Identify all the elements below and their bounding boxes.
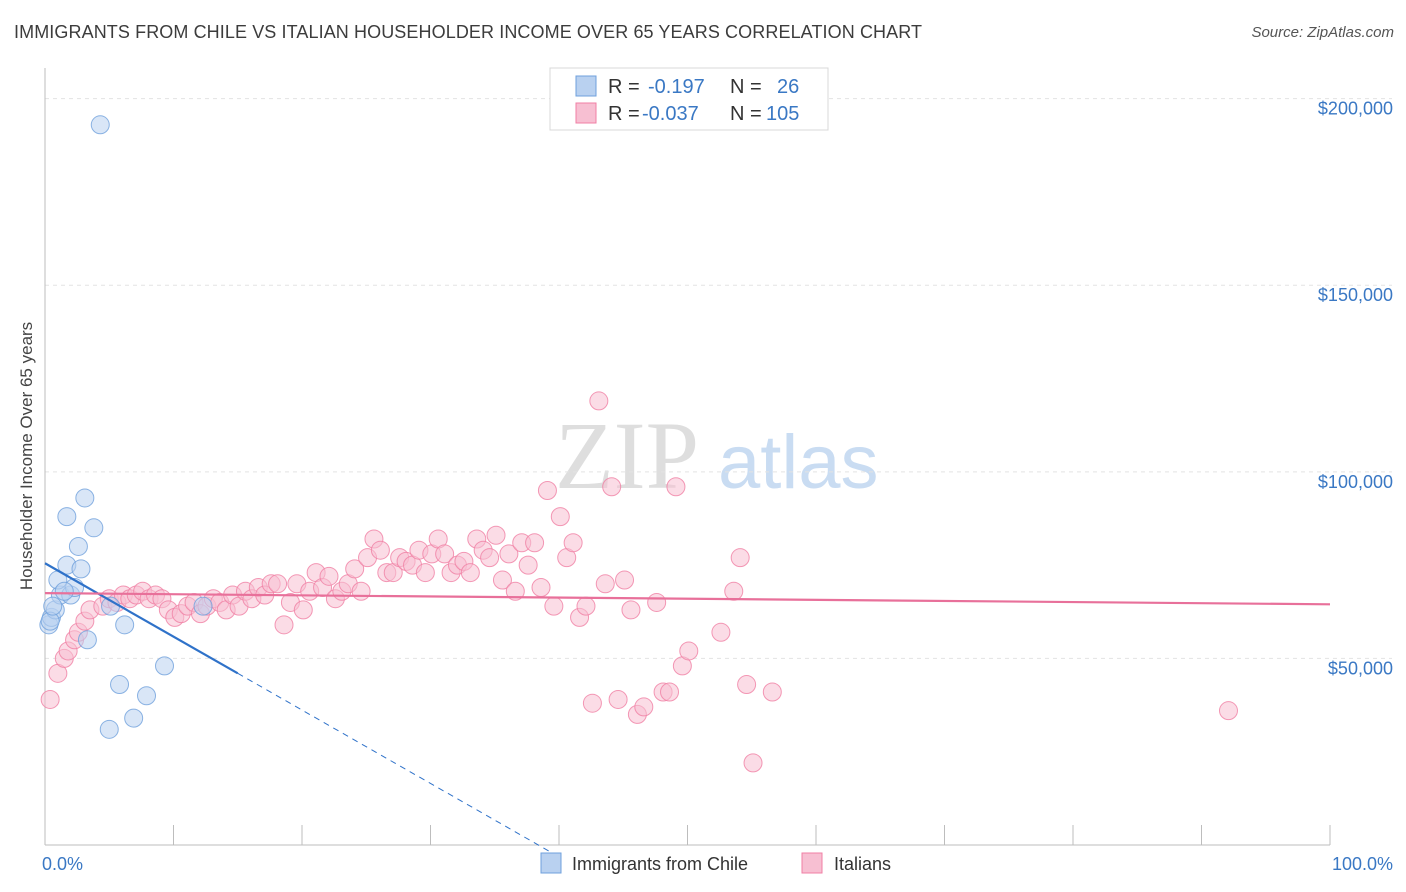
- italian-point: [480, 548, 500, 568]
- gridlines: [45, 98, 1392, 659]
- chile-point: [75, 488, 95, 508]
- legend-n-label-italians: N =: [730, 103, 762, 125]
- italian-point: [743, 753, 763, 773]
- italian-point: [268, 574, 288, 594]
- italian-point: [679, 641, 699, 661]
- italian-point: [525, 533, 545, 553]
- chile-point: [90, 115, 110, 135]
- chile-point: [54, 581, 74, 601]
- bottom-legend-swatch-chile: [540, 852, 562, 874]
- italian-point: [666, 477, 686, 497]
- legend-n-value-chile: 26: [777, 76, 799, 98]
- watermark-atlas: atlas: [718, 420, 879, 505]
- correlation-legend: R = -0.197 N = 26 R = -0.037 N = 105: [549, 67, 829, 131]
- y-tick-label: $50,000: [1328, 658, 1393, 678]
- bottom-legend-label-chile: Immigrants from Chile: [572, 854, 748, 874]
- italian-point: [608, 689, 628, 709]
- legend-r-label-chile: R =: [608, 76, 640, 98]
- chile-point: [115, 615, 135, 635]
- chile-point: [43, 596, 63, 616]
- italian-point: [351, 581, 371, 601]
- italian-point: [531, 578, 551, 598]
- legend-n-label-chile: N =: [730, 76, 762, 98]
- italian-trend-line: [44, 592, 1331, 606]
- chile-point: [68, 536, 88, 556]
- legend-r-value-chile: -0.197: [648, 76, 705, 98]
- chile-point: [84, 518, 104, 538]
- chile-point: [110, 675, 130, 695]
- italian-point: [293, 600, 313, 620]
- italian-point: [582, 693, 602, 713]
- italian-point: [518, 555, 538, 575]
- y-tick-label: $150,000: [1318, 285, 1393, 305]
- axes: [44, 68, 1331, 846]
- italian-point: [589, 391, 609, 411]
- legend-r-label-italians: R =: [608, 103, 640, 125]
- italian-point: [563, 533, 583, 553]
- chile-point: [77, 630, 97, 650]
- italian-point: [345, 559, 365, 579]
- chart-title: IMMIGRANTS FROM CHILE VS ITALIAN HOUSEHO…: [14, 22, 923, 42]
- chile-point: [99, 719, 119, 739]
- chile-trend-extension: [237, 672, 560, 858]
- italian-point: [1218, 701, 1238, 721]
- chile-point: [124, 708, 144, 728]
- italian-point: [40, 689, 60, 709]
- italian-point: [544, 596, 564, 616]
- series-italians: [40, 391, 1238, 773]
- italian-point: [460, 563, 480, 583]
- bottom-legend-swatch-italians: [801, 852, 823, 874]
- italian-point: [550, 507, 570, 527]
- italian-point: [319, 566, 339, 586]
- italian-point: [660, 682, 680, 702]
- italian-point: [537, 480, 557, 500]
- italian-point: [647, 592, 667, 612]
- trend-lines: [44, 562, 1331, 858]
- italian-point: [576, 596, 596, 616]
- italian-point: [274, 615, 294, 635]
- y-tick-labels: $50,000 $100,000 $150,000 $200,000: [1318, 99, 1393, 679]
- italian-point: [505, 581, 525, 601]
- italian-point: [762, 682, 782, 702]
- italian-point: [724, 581, 744, 601]
- y-axis-label: Householder Income Over 65 years: [17, 322, 36, 590]
- italian-point: [615, 570, 635, 590]
- chile-point: [71, 559, 91, 579]
- italian-point: [595, 574, 615, 594]
- legend-swatch-italians: [575, 102, 597, 124]
- x-tick-label-left: 0.0%: [42, 854, 83, 874]
- chile-point: [57, 507, 77, 527]
- chile-point: [137, 686, 157, 706]
- italian-point: [711, 622, 731, 642]
- italian-point: [415, 563, 435, 583]
- x-tick-label-right: 100.0%: [1332, 854, 1393, 874]
- italian-point: [370, 540, 390, 560]
- italian-point: [492, 570, 512, 590]
- italian-point: [634, 697, 654, 717]
- y-tick-label: $100,000: [1318, 472, 1393, 492]
- bottom-legend-label-italians: Italians: [834, 854, 891, 874]
- italian-point: [621, 600, 641, 620]
- chile-trend-line: [44, 562, 239, 675]
- italian-point: [730, 548, 750, 568]
- italian-point: [737, 675, 757, 695]
- italian-point: [602, 477, 622, 497]
- italian-point: [435, 544, 455, 564]
- y-tick-label: $200,000: [1318, 99, 1393, 119]
- legend-r-value-italians: -0.037: [642, 103, 699, 125]
- x-tick-labels: 0.0% 100.0%: [42, 854, 1393, 874]
- series-legend: Immigrants from Chile Italians: [540, 852, 891, 874]
- legend-swatch-chile: [575, 75, 597, 97]
- italian-point: [486, 525, 506, 545]
- chile-point: [193, 596, 213, 616]
- italian-point: [499, 544, 519, 564]
- legend-n-value-italians: 105: [766, 103, 799, 125]
- chile-point: [155, 656, 175, 676]
- source-label: Source: ZipAtlas.com: [1251, 24, 1394, 41]
